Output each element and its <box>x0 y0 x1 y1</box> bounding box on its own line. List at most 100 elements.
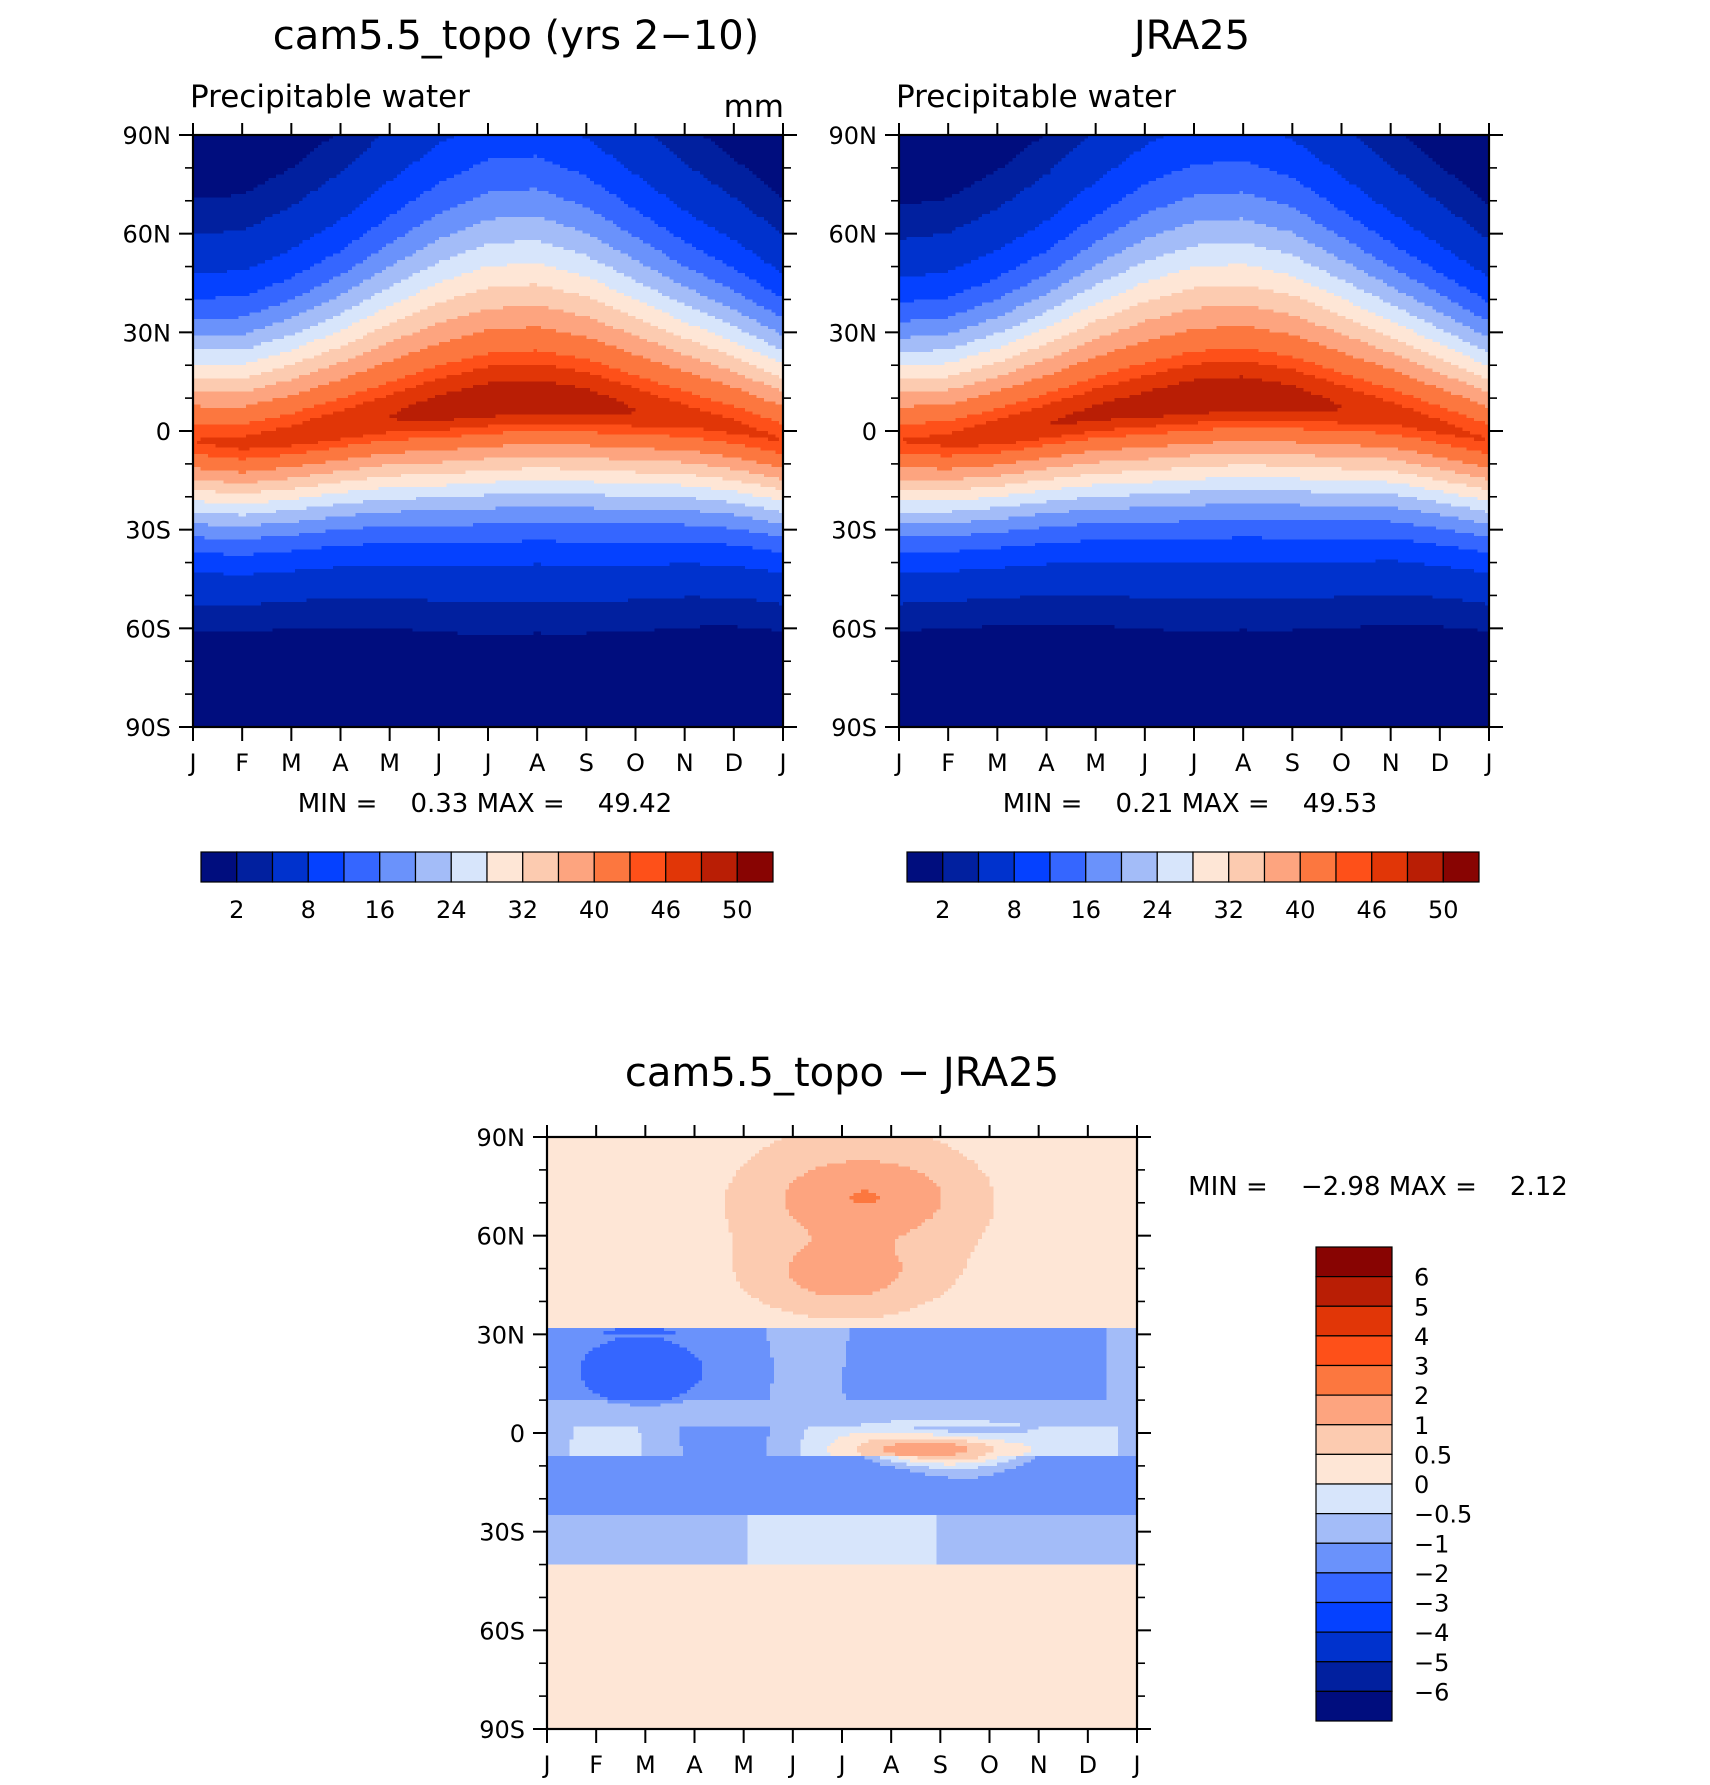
panel-reanalysis-xtick-label: A <box>1235 749 1252 777</box>
panel-model-colorbar-swatch <box>271 851 309 883</box>
panel-reanalysis-ytick-label: 30N <box>829 319 878 347</box>
panel-model-colorbar-swatch <box>522 851 560 883</box>
panel-reanalysis-colorbar: 2 8 16 24 32 40 46 50 <box>906 851 1480 924</box>
panel-model-xtick-label: F <box>235 749 249 777</box>
panel-model-ytick-label: 30S <box>125 517 171 545</box>
panel-reanalysis-colorbar-swatch <box>1371 851 1409 883</box>
panel-reanalysis-xtick-label: D <box>1431 749 1449 777</box>
panel-model-colorbar-swatch <box>736 851 774 883</box>
panel-reanalysis-colorbar-swatch <box>1085 851 1123 883</box>
panel-reanalysis-colorbar-label: 16 <box>1070 896 1101 924</box>
panel-difference-xtick-label: J <box>787 1751 796 1779</box>
panel-model-xtick-label: N <box>676 749 694 777</box>
panel-difference-colorbar-label: −2 <box>1414 1560 1449 1588</box>
panel-reanalysis-ytick-label: 90N <box>829 122 878 150</box>
panel-reanalysis-title: JRA25 <box>1131 13 1250 59</box>
panel-difference-xtick-label: J <box>1131 1751 1140 1779</box>
panel-model-ytick-label: 0 <box>156 418 171 446</box>
panel-difference-colorbar-swatch <box>1315 1335 1393 1367</box>
panel-difference-ytick-label: 90N <box>477 1124 526 1152</box>
panel-model-colorbar-label: 40 <box>579 896 610 924</box>
panel-model-colorbar-swatch <box>379 851 417 883</box>
panel-difference-colorbar-label: −5 <box>1414 1649 1449 1677</box>
panel-model-xtick-label: M <box>281 749 302 777</box>
panel-model-ytick-label: 90N <box>123 122 172 150</box>
panel-reanalysis-xtick-label: J <box>893 749 902 777</box>
panel-reanalysis-colorbar-swatch <box>1263 851 1301 883</box>
panel-difference-colorbar-swatch <box>1315 1690 1393 1722</box>
panel-difference-colorbar-label: 1 <box>1414 1412 1429 1440</box>
panel-model-colorbar-label: 46 <box>650 896 681 924</box>
panel-model-xtick-label: S <box>579 749 594 777</box>
panel-model-plot: J F M A M J J A S O N D J 90N 60N 30N 0 30S 60S 90S <box>123 122 797 777</box>
panel-difference-colorbar-swatch <box>1315 1364 1393 1396</box>
panel-reanalysis-ytick-label: 60S <box>831 615 877 643</box>
panel-model-xtick-label: A <box>332 749 349 777</box>
panel-model-ytick-label: 60N <box>123 221 172 249</box>
panel-model-xtick-label: J <box>482 749 491 777</box>
panel-difference-xtick-label: D <box>1079 1751 1097 1779</box>
panel-difference-colorbar-label: −4 <box>1414 1619 1449 1647</box>
panel-model-colorbar-swatch <box>450 851 488 883</box>
panel-model-field <box>193 135 783 727</box>
panel-model-xtick-label: J <box>187 749 196 777</box>
panel-model-colorbar-label: 50 <box>722 896 753 924</box>
panel-reanalysis-colorbar-label: 24 <box>1142 896 1173 924</box>
panel-reanalysis-colorbar-swatch <box>1406 851 1444 883</box>
panel-reanalysis-colorbar-label: 40 <box>1285 896 1316 924</box>
panel-reanalysis-colorbar-swatch <box>1192 851 1230 883</box>
panel-difference-colorbar-swatch <box>1315 1453 1393 1485</box>
panel-reanalysis-colorbar-label: 2 <box>935 896 950 924</box>
panel-model-colorbar-swatch <box>557 851 595 883</box>
panel-reanalysis-xtick-label: J <box>1139 749 1148 777</box>
panel-difference-plot: J F M A M J J A S O N D J 90N 60N 30N 0 30S 60S 90S <box>477 1124 1151 1779</box>
panel-reanalysis-xtick-label: M <box>1085 749 1106 777</box>
panel-difference-colorbar-label: 5 <box>1414 1293 1429 1321</box>
panel-difference-title: cam5.5_topo − JRA25 <box>625 1050 1059 1096</box>
panel-model: cam5.5_topo (yrs 2−10) Precipitable wate… <box>123 13 797 924</box>
panel-reanalysis-ytick-label: 90S <box>831 714 877 742</box>
panel-difference-colorbar-label: 4 <box>1414 1323 1429 1351</box>
panel-model-colorbar-label: 24 <box>436 896 467 924</box>
panel-difference-xtick-label: A <box>686 1751 703 1779</box>
panel-reanalysis-ytick-label: 30S <box>831 517 877 545</box>
panel-difference-ytick-label: 30S <box>479 1519 525 1547</box>
panel-model-colorbar-label: 2 <box>229 896 244 924</box>
panel-difference: cam5.5_topo − JRA25 J F M A M J J A S O N D J 90N 60N 3… <box>477 1050 1568 1779</box>
panel-difference-colorbar-swatch <box>1315 1631 1393 1663</box>
panel-reanalysis-colorbar-swatch <box>906 851 944 883</box>
panel-difference-colorbar-swatch <box>1315 1601 1393 1633</box>
panel-reanalysis-colorbar-swatch <box>942 851 980 883</box>
panel-reanalysis-xtick-label: A <box>1038 749 1055 777</box>
panel-model-colorbar-swatch <box>665 851 703 883</box>
panel-reanalysis-colorbar-label: 32 <box>1213 896 1244 924</box>
panel-difference-colorbar-label: −6 <box>1414 1678 1449 1706</box>
panel-reanalysis-colorbar-swatch <box>977 851 1015 883</box>
panel-reanalysis-colorbar-label: 46 <box>1356 896 1387 924</box>
panel-reanalysis-colorbar-label: 50 <box>1428 896 1459 924</box>
panel-model-xtick-label: D <box>725 749 743 777</box>
panel-difference-colorbar-label: −1 <box>1414 1530 1449 1558</box>
panel-difference-xtick-label: O <box>980 1751 999 1779</box>
panel-difference-colorbar-swatch <box>1315 1305 1393 1337</box>
panel-model-colorbar-swatch <box>307 851 345 883</box>
panel-reanalysis-plot: J F M A M J J A S O N D J 90N 60N 30N 0 30S 60S 90S <box>829 122 1503 777</box>
panel-model-colorbar-label: 16 <box>364 896 395 924</box>
panel-model-colorbar-swatch <box>700 851 738 883</box>
panel-model-ytick-label: 60S <box>125 615 171 643</box>
panel-difference-colorbar-label: 2 <box>1414 1382 1429 1410</box>
panel-difference-colorbar-label: 0.5 <box>1414 1441 1452 1469</box>
panel-reanalysis-xtick-label: F <box>941 749 955 777</box>
panel-model-title: cam5.5_topo (yrs 2−10) <box>273 13 760 59</box>
panel-difference-ytick-label: 30N <box>477 1321 526 1349</box>
panel-model-xtick-label: O <box>626 749 645 777</box>
panel-difference-xtick-label: M <box>635 1751 656 1779</box>
panel-difference-xtick-label: J <box>541 1751 550 1779</box>
panel-reanalysis-colorbar-swatch <box>1013 851 1051 883</box>
panel-difference-colorbar-swatch <box>1315 1394 1393 1426</box>
panel-reanalysis-xtick-label: M <box>987 749 1008 777</box>
panel-reanalysis-xtick-label: S <box>1285 749 1300 777</box>
panel-model-subtitle: Precipitable water <box>190 79 470 115</box>
